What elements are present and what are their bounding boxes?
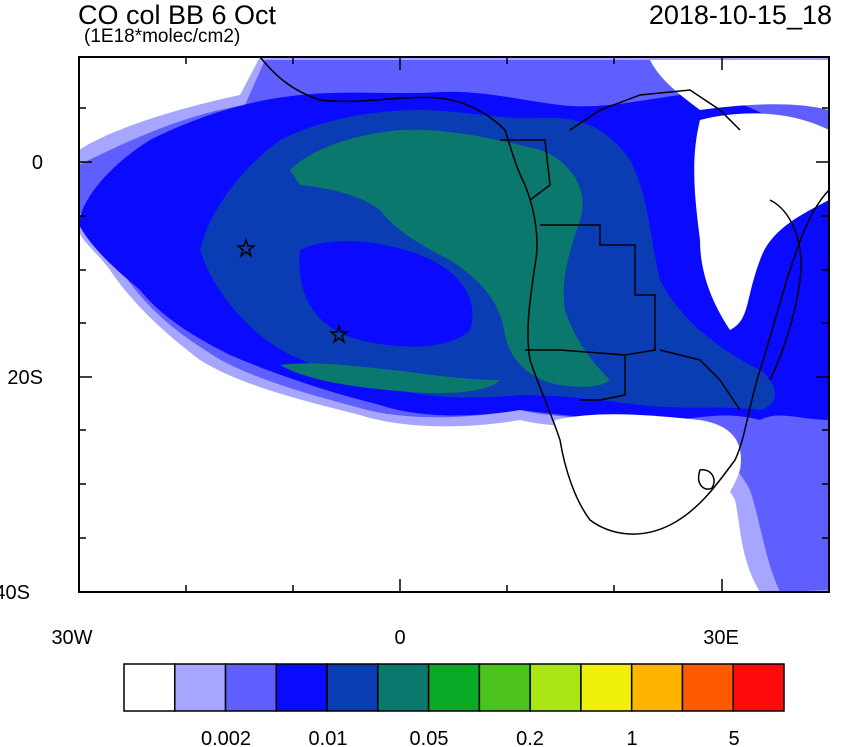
star-marker-1 (235, 237, 257, 259)
border-5 (569, 89, 741, 131)
colorbar-box (427, 663, 481, 712)
x-label-30w: 30W (51, 627, 92, 649)
border-1 (525, 224, 656, 356)
colorbar-label-4: 0.2 (516, 728, 544, 747)
colorbar-box (478, 663, 531, 712)
x-label-0: 0 (394, 627, 405, 649)
x-label-30e: 30E (703, 627, 739, 649)
africa-west-coast (259, 57, 829, 535)
co-plume-field (79, 57, 829, 592)
colorbar-box (275, 663, 328, 712)
colorbar-label-5: 1 (626, 728, 637, 747)
colorbar (123, 663, 785, 712)
star-marker-2 (328, 323, 350, 345)
plume-level-5 (290, 129, 610, 387)
madagascar (769, 199, 802, 381)
colorbar-box (529, 663, 582, 712)
clear-region-south (553, 414, 741, 535)
clear-region-east (694, 113, 829, 330)
map-units: (1E18*molec/cm2) (84, 26, 241, 47)
map-timestamp: 2018-10-15_18 (648, 0, 832, 30)
map-frame (78, 56, 830, 593)
border-2 (580, 355, 626, 401)
axis-ticks (78, 57, 830, 593)
colorbar-box (630, 663, 684, 712)
y-label-20s: 20S (7, 367, 43, 389)
lesotho (698, 469, 715, 490)
clear-region-east2 (650, 60, 829, 110)
y-label-0: 0 (32, 152, 43, 174)
colorbar-box (377, 663, 430, 712)
colorbar-box (326, 663, 379, 712)
colorbar-label-3: 0.05 (410, 728, 449, 747)
coastlines (259, 57, 829, 535)
border-3 (500, 139, 551, 201)
colorbar-box (681, 663, 734, 712)
colorbar-box (580, 663, 633, 712)
colorbar-box (174, 663, 227, 712)
colorbar-label-1: 0.002 (201, 728, 251, 747)
y-label-40s: 40S (0, 582, 30, 604)
colorbar-label-2: 0.01 (309, 728, 348, 747)
plume-inner-blue (299, 240, 473, 347)
plume-teal-patch (280, 363, 500, 394)
border-4 (659, 349, 741, 411)
colorbar-label-6: 5 (728, 728, 739, 747)
map-title: CO col BB 6 Oct (78, 0, 277, 30)
colorbar-box (123, 663, 176, 712)
colorbar-box (732, 663, 785, 712)
colorbar-labels: 0.002 0.01 0.05 0.2 1 5 (201, 728, 740, 747)
colorbar-box (224, 663, 278, 712)
